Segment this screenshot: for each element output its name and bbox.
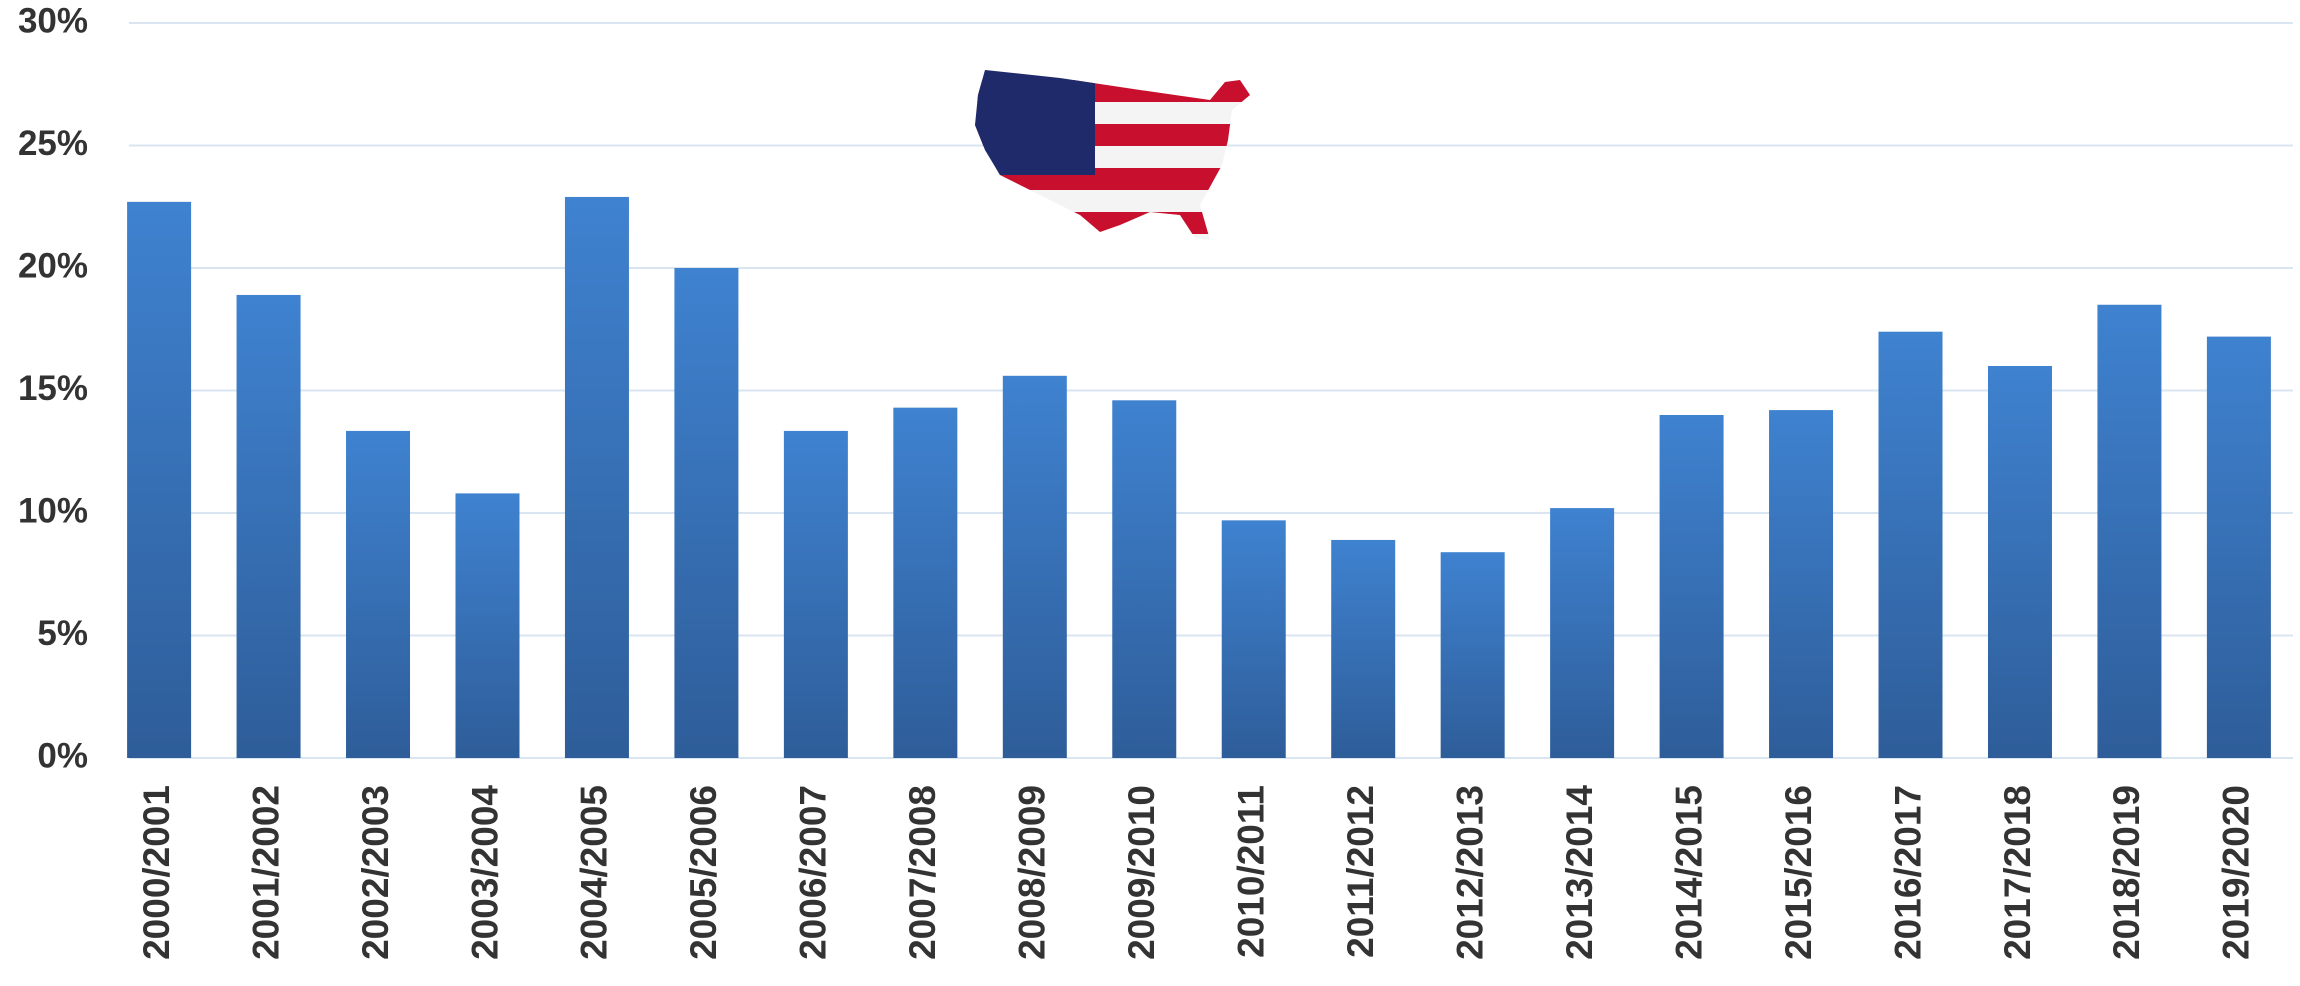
x-tick-label: 2007/2008 [902,785,943,960]
x-tick-label: 2000/2001 [136,785,177,960]
bar [2206,336,2271,758]
x-tick-label: 2013/2014 [1559,785,1600,960]
y-tick-label: 15% [18,369,88,408]
x-tick-label: 2011/2012 [1340,785,1381,958]
x-tick-label: 2003/2004 [464,785,505,960]
bar [783,430,848,758]
bar [1440,552,1505,758]
bar [1331,539,1396,758]
y-tick-label: 30% [18,1,88,40]
y-tick-label: 20% [18,246,88,285]
bar [1550,508,1615,758]
bar [1987,366,2052,758]
x-tick-label: 2014/2015 [1668,785,1709,960]
bar [346,430,411,758]
bar [2097,304,2162,758]
x-tick-label: 2015/2016 [1778,785,1819,960]
x-tick-label: 2001/2002 [245,785,286,960]
bar [1878,331,1943,758]
x-tick-label: 2002/2003 [355,785,396,960]
bar [1221,520,1286,758]
x-tick-label: 2010/2011 [1231,785,1272,958]
bar [1659,415,1724,758]
bar [564,196,629,758]
x-tick-label: 2019/2020 [2216,785,2257,960]
bar [236,294,301,758]
y-tick-label: 25% [18,124,88,163]
x-tick-label: 2016/2017 [1887,785,1928,960]
y-tick-label: 10% [18,491,88,530]
x-tick-label: 2005/2006 [683,785,724,960]
bar [1002,375,1067,758]
bar [455,493,520,758]
x-tick-label: 2012/2013 [1449,785,1490,960]
bar [127,201,192,759]
x-tick-label: 2009/2010 [1121,785,1162,960]
y-tick-label: 5% [37,614,88,653]
x-tick-label: 2017/2018 [1997,785,2038,960]
bar [1112,400,1177,758]
x-tick-label: 2006/2007 [793,785,834,960]
x-tick-label: 2004/2005 [574,785,615,960]
bar [674,268,739,758]
x-tick-label: 2008/2009 [1012,785,1053,960]
y-tick-label: 0% [37,736,88,775]
bar [893,407,958,758]
bar [1769,410,1834,758]
flag-map [975,70,1250,240]
x-tick-label: 2018/2019 [2106,785,2147,960]
